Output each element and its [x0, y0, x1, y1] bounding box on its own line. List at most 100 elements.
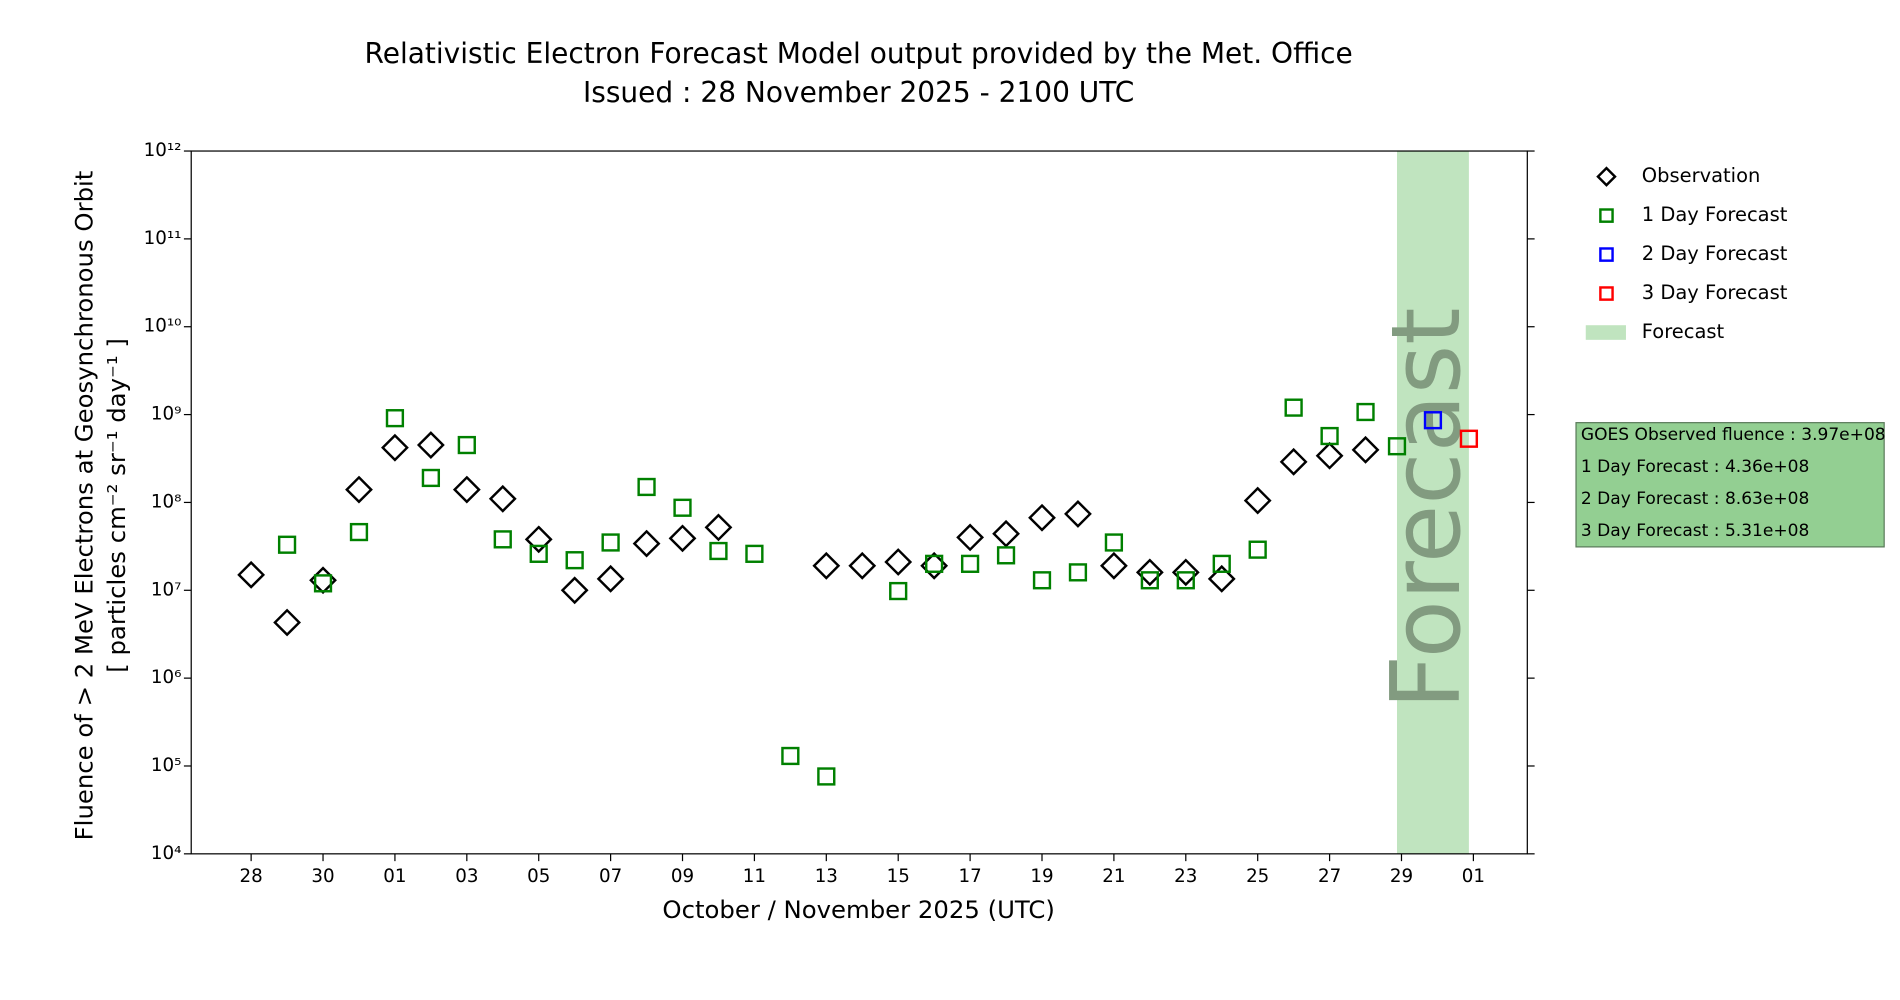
forecast-region-label: Forecast — [1372, 308, 1482, 710]
marker-diamond — [1064, 500, 1092, 528]
marker-diamond — [1028, 503, 1056, 532]
marker-square — [1459, 429, 1479, 448]
x-tick-label: 05 — [527, 866, 550, 887]
chart-title: Relativistic Electron Forecast Model out… — [365, 37, 1353, 70]
marker-square — [889, 581, 908, 601]
y-tick-label: 10⁴ — [151, 843, 182, 864]
info-box — [1575, 422, 1885, 548]
x-tick-label: 17 — [958, 866, 981, 887]
marker-square — [709, 541, 728, 561]
marker-square — [313, 574, 333, 593]
marker-diamond — [560, 576, 589, 605]
legend-label: Observation — [1642, 164, 1761, 187]
marker-diamond — [1315, 441, 1344, 470]
marker-diamond — [1351, 435, 1380, 464]
marker-square — [421, 468, 441, 488]
x-tick-label: 28 — [240, 866, 263, 887]
marker-diamond — [1099, 551, 1128, 580]
marker-diamond — [848, 551, 877, 580]
x-tick-label: 23 — [1174, 866, 1197, 887]
info-line: 1 Day Forecast : 4.36e+08 — [1581, 457, 1809, 477]
x-tick-label: 25 — [1246, 866, 1269, 887]
marker-square — [1212, 554, 1231, 573]
marker-square — [1032, 571, 1052, 590]
marker-diamond — [381, 433, 409, 462]
x-tick-label: 11 — [743, 866, 766, 887]
marker-square — [1320, 426, 1339, 446]
marker-square — [601, 533, 620, 552]
marker-square — [817, 767, 836, 786]
marker-square — [1104, 533, 1124, 552]
x-tick-label: 30 — [311, 866, 334, 887]
y-axis-label: Fluence of > 2 MeV Electrons at Geosynch… — [69, 171, 98, 841]
marker-diamond — [452, 475, 481, 504]
marker-diamond — [956, 523, 985, 552]
y-tick-label: 10⁹ — [151, 404, 182, 425]
y-tick-label: 10¹¹ — [144, 228, 182, 249]
marker-square — [529, 544, 548, 563]
marker-square — [1387, 437, 1407, 456]
marker-square — [385, 409, 405, 428]
marker-square — [673, 498, 692, 517]
marker-diamond — [416, 431, 445, 459]
marker-diamond — [1279, 447, 1308, 476]
marker-square — [1068, 563, 1088, 582]
marker-diamond — [884, 548, 913, 576]
info-line: 2 Day Forecast : 8.63e+08 — [1581, 489, 1809, 509]
legend-label: 3 Day Forecast — [1642, 281, 1788, 304]
marker-diamond — [524, 525, 553, 554]
marker-square — [1140, 571, 1159, 590]
x-tick-label: 19 — [1030, 866, 1053, 887]
marker-square — [1284, 398, 1303, 417]
marker-square — [925, 554, 944, 573]
x-tick-label: 01 — [383, 866, 406, 887]
marker-diamond — [992, 519, 1020, 548]
y-tick-label: 10¹² — [144, 140, 182, 161]
marker-diamond — [488, 484, 517, 513]
marker-square — [565, 551, 584, 570]
marker-square — [1176, 571, 1195, 590]
x-tick-label: 01 — [1462, 866, 1485, 887]
marker-square — [1356, 402, 1375, 422]
y-axis-units: [ particles cm⁻² sr⁻¹ day⁻¹ ] — [102, 338, 131, 673]
marker-diamond — [345, 475, 373, 504]
chart-subtitle: Issued : 28 November 2025 - 2100 UTC — [583, 76, 1134, 109]
x-tick-label: 13 — [815, 866, 838, 887]
y-tick-label: 10⁷ — [151, 579, 182, 600]
marker-square — [493, 530, 512, 549]
info-line: GOES Observed fluence : 3.97e+08 — [1581, 425, 1886, 445]
x-tick-label: 07 — [599, 866, 622, 887]
marker-diamond — [237, 560, 266, 589]
marker-square — [1248, 540, 1267, 559]
x-tick-label: 27 — [1318, 866, 1341, 887]
y-tick-label: 10⁵ — [151, 755, 182, 776]
marker-square — [781, 746, 800, 766]
forecast-region — [1396, 151, 1469, 854]
legend-marker — [1585, 325, 1626, 340]
marker-diamond — [1135, 558, 1164, 587]
marker-square — [457, 435, 476, 455]
marker-square — [349, 522, 369, 542]
legend-label: 1 Day Forecast — [1642, 203, 1788, 226]
legend-marker — [1599, 208, 1614, 223]
legend-label: 2 Day Forecast — [1642, 242, 1788, 265]
marker-diamond — [1207, 564, 1236, 593]
marker-square — [1423, 411, 1443, 430]
x-axis-label: October / November 2025 (UTC) — [662, 895, 1054, 924]
legend-marker — [1599, 247, 1614, 262]
marker-diamond — [668, 524, 697, 553]
y-tick-label: 10⁶ — [151, 667, 182, 688]
x-tick-label: 29 — [1390, 866, 1413, 887]
x-tick-label: 03 — [455, 866, 478, 887]
y-tick-label: 10⁸ — [151, 491, 182, 512]
plot-frame — [190, 150, 1528, 855]
x-tick-label: 21 — [1102, 866, 1125, 887]
marker-diamond — [1171, 558, 1200, 587]
marker-square — [996, 546, 1016, 565]
marker-diamond — [1243, 486, 1272, 515]
marker-square — [745, 544, 764, 563]
legend-marker — [1599, 286, 1614, 301]
marker-diamond — [596, 564, 625, 593]
legend-marker — [1596, 166, 1617, 187]
